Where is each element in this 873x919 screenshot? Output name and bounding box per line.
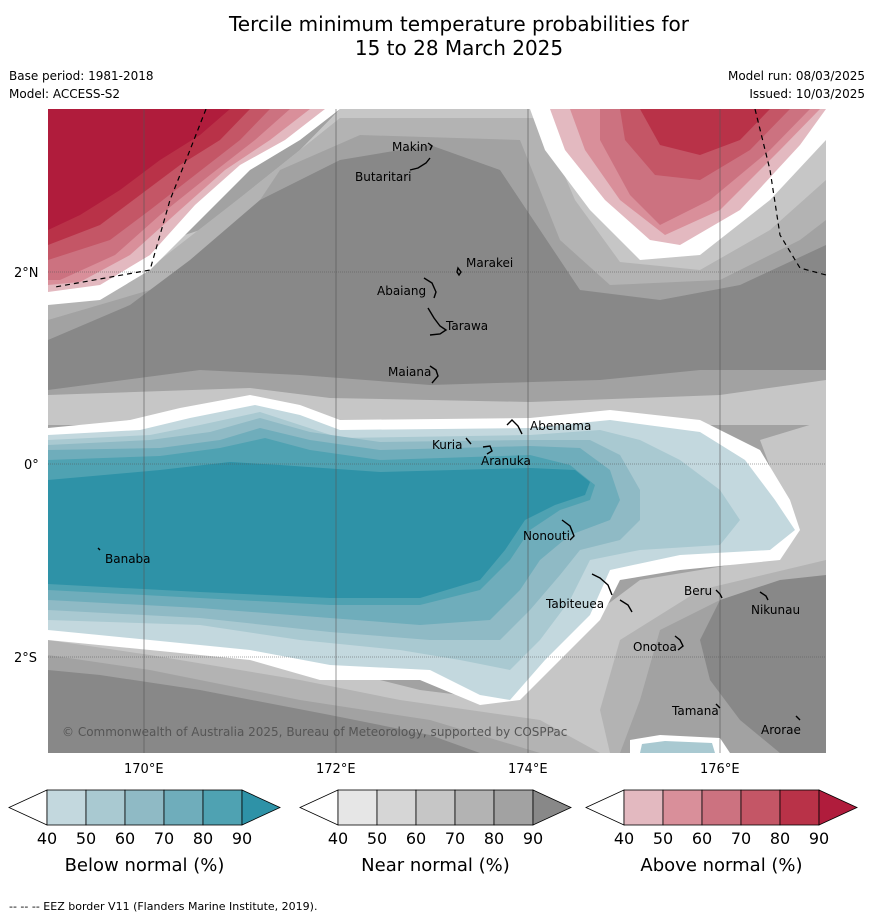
title-line-1: Tercile minimum temperature probabilitie… [228,12,690,36]
colorbar-tick-label: 40 [37,829,57,848]
island-label-aranuka: Aranuka [481,454,531,468]
lat-label-2s: 2°S [14,651,37,666]
colorbar-tick-label: 80 [484,829,504,848]
island-outlines [97,142,801,721]
colorbar-tick-label: 70 [731,829,751,848]
colorbar-tick-label: 50 [367,829,387,848]
colorbar-segment [376,789,417,826]
colorbar-tick-label: 50 [76,829,96,848]
colorbar-tick-label: 80 [770,829,790,848]
gridlines [48,109,826,753]
colorbar-segment [124,789,165,826]
island-label-nikunau: Nikunau [751,603,800,617]
colorbar-tick-label: 90 [809,829,829,848]
lat-label-2n: 2°N [14,266,39,281]
colorbar-tick-label: 50 [653,829,673,848]
island-label-abemama: Abemama [530,419,591,433]
colorbar-over-arrow [818,789,858,826]
model-name: Model: ACCESS-S2 [9,87,121,101]
colorbar-under-arrow [8,789,48,826]
eez-footnote: -- -- -- EEZ border V11 (Flanders Marine… [9,900,318,913]
island-labels: Makin Butaritari Marakei Abaiang Tarawa … [105,140,801,737]
colorbar-segment [701,789,742,826]
colorbar-segment [202,789,243,826]
model-run: Model run: 08/03/2025 [727,69,865,83]
near-band-core [48,145,826,390]
island-label-tarawa: Tarawa [445,319,488,333]
lat-label-0: 0° [24,458,39,473]
eez-border-west [54,109,207,288]
issued-date: Issued: 10/03/2025 [749,87,865,101]
legends: 40 50 60 70 80 90 Below normal (%) 40 50 60 70 80 90… [8,789,858,876]
colorbar-segment [337,789,378,826]
colorbar-segment [415,789,456,826]
colorbar-label: Below normal (%) [65,855,225,876]
probability-fields: Makin Butaritari Marakei Abaiang Tarawa … [48,109,826,753]
lon-label-174e: 174°E [508,762,548,777]
colorbar-over-arrow [532,789,572,826]
island-label-banaba: Banaba [105,552,151,566]
colorbar-tick-label: 90 [523,829,543,848]
lon-label-172e: 172°E [316,762,356,777]
colorbar-over-arrow [241,789,281,826]
copyright-text: © Commonwealth of Australia 2025, Bureau… [62,725,567,739]
title-line-2: 15 to 28 March 2025 [354,36,564,60]
colorbar-segment [85,789,126,826]
colorbar-tick-label: 60 [406,829,426,848]
colorbar-segment [46,789,87,826]
colorbar-near: 40 50 60 70 80 90 Near normal (%) [299,789,572,876]
island-label-makin: Makin [392,140,428,154]
above-ne-80 [640,109,770,155]
chart-title: Tercile minimum temperature probabilitie… [0,12,873,60]
below-90 [48,462,590,598]
island-label-kuria: Kuria [432,438,463,452]
colorbar-above: 40 50 60 70 80 90 Above normal (%) [585,789,858,876]
near-south-core [48,670,480,753]
colorbar-segment [779,789,820,826]
lon-label-170e: 170°E [124,762,164,777]
island-label-abaiang: Abaiang [377,284,426,298]
axis-labels: 2°N 0° 2°S 170°E 172°E 174°E 176°E [14,266,740,777]
island-label-tabiteuea: Tabiteuea [545,597,604,611]
above-nw-90 [48,109,230,230]
island-label-butaritari: Butaritari [355,170,412,184]
colorbar-tick-label: 90 [232,829,252,848]
colorbar-segment [493,789,534,826]
island-label-marakei: Marakei [466,256,513,270]
colorbar-tick-label: 70 [445,829,465,848]
colorbar-tick-label: 70 [154,829,174,848]
below-south-patch [640,741,715,753]
island-label-maiana: Maiana [388,365,431,379]
eez-border-east [754,109,826,276]
colorbar-segment [662,789,703,826]
colorbar-below: 40 50 60 70 80 90 Below normal (%) [8,789,281,876]
colorbar-tick-label: 80 [193,829,213,848]
colorbar-tick-label: 60 [692,829,712,848]
island-label-beru: Beru [684,584,712,598]
island-label-onotoa: Onotoa [633,640,677,654]
colorbar-segment [454,789,495,826]
island-label-nonouti: Nonouti [523,529,570,543]
colorbar-tick-label: 60 [115,829,135,848]
colorbar-label: Near normal (%) [361,855,510,876]
colorbar-under-arrow [585,789,625,826]
lon-label-176e: 176°E [700,762,740,777]
colorbar-under-arrow [299,789,339,826]
island-label-tamana: Tamana [671,704,719,718]
colorbar-label: Above normal (%) [640,855,802,876]
base-period: Base period: 1981-2018 [9,69,154,83]
colorbar-tick-label: 40 [328,829,348,848]
near-se-core [700,575,826,753]
colorbar-segment [163,789,204,826]
island-label-arorae: Arorae [761,723,801,737]
colorbar-tick-label: 40 [614,829,634,848]
colorbar-segment [623,789,664,826]
colorbar-segment [740,789,781,826]
